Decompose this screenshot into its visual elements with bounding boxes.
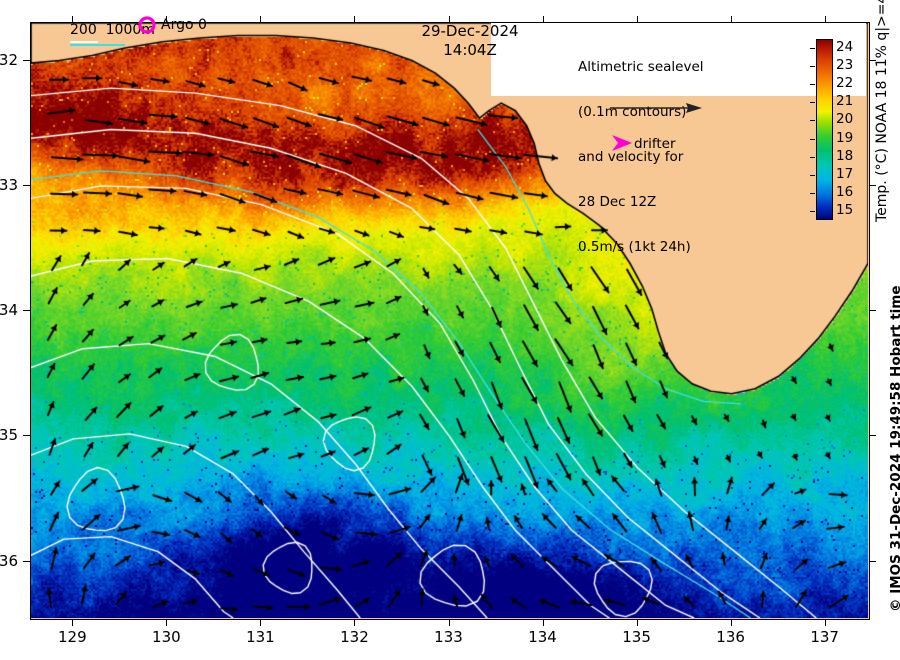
y-axis-tick-right: [869, 184, 876, 186]
colorbar-tick: [810, 138, 815, 140]
y-axis-tick-right: [869, 310, 876, 312]
y-axis-label: 36: [0, 551, 18, 570]
y-axis-label: 35: [0, 426, 18, 445]
colorbar-tick: [810, 84, 815, 86]
drifter-label: drifter: [634, 136, 676, 152]
x-axis-tick: [824, 619, 826, 626]
y-axis-tick: [23, 310, 30, 312]
y-axis-tick: [23, 435, 30, 437]
colorbar-tick: [810, 156, 815, 158]
isobath-1000-label: 1000m: [105, 22, 155, 38]
colorbar-tick: [810, 120, 815, 122]
contours-and-vectors-overlay: [31, 23, 868, 618]
date-label: 29-Dec-2024: [421, 22, 519, 40]
x-axis-tick: [542, 619, 544, 626]
x-axis-label: 132: [340, 628, 369, 646]
colorbar-tick: [810, 174, 815, 176]
colorbar-tick-label: 15: [836, 202, 854, 218]
copyright-label: © IMOS 31-Dec-2024 19:49:58 Hobart time: [888, 285, 900, 612]
x-axis-tick-top: [260, 16, 262, 23]
x-axis-label: 134: [528, 628, 557, 646]
y-axis-label: 32: [0, 50, 18, 69]
x-axis-tick-top: [448, 16, 450, 23]
annotation-line-4: 0.5m/s (1kt 24h): [578, 239, 691, 255]
y-axis-label: 34: [0, 301, 18, 320]
x-axis-tick-top: [166, 16, 168, 23]
x-axis-label: 135: [622, 628, 651, 646]
annotation-line-3: 28 Dec 12Z: [578, 194, 657, 210]
colorbar-tick: [810, 102, 815, 104]
temperature-colorbar[interactable]: [816, 39, 833, 220]
colorbar-tick-label: 21: [836, 93, 854, 110]
annotation-line-0: Altimetric sealevel: [578, 59, 704, 75]
x-axis-tick-top: [730, 16, 732, 23]
x-axis-tick: [636, 619, 638, 626]
y-axis-tick-right: [869, 435, 876, 437]
x-axis-tick-top: [542, 16, 544, 23]
colorbar-tick: [810, 192, 815, 194]
altimetry-annotation: Altimetric sealevel (0.1m contours) and …: [578, 30, 704, 285]
colorbar-tick-label: 24: [836, 39, 854, 55]
x-axis-tick: [448, 619, 450, 626]
colorbar-tick-label: 23: [836, 57, 854, 74]
map-frame[interactable]: [30, 22, 870, 620]
y-axis-tick-right: [869, 59, 876, 61]
colorbar-tick-label: 20: [836, 111, 854, 128]
annotation-line-2: and velocity for: [578, 149, 684, 165]
y-axis-label: 33: [0, 175, 18, 194]
time-label: 14:04Z: [443, 41, 497, 59]
colorbar-tick-label: 16: [836, 183, 854, 200]
y-axis-tick: [23, 560, 30, 562]
date-time-label: 29-Dec-2024 14:04Z: [370, 22, 570, 60]
y-axis-tick-right: [869, 560, 876, 562]
x-axis-tick: [260, 619, 262, 626]
x-axis-tick: [166, 619, 168, 626]
colorbar-tick: [810, 48, 815, 49]
isobath-200-line: [70, 41, 98, 43]
drifter-arrow-icon: [612, 135, 632, 151]
isobath-legend: 200 1000m: [70, 22, 155, 38]
isobath-200-label: 200: [70, 22, 97, 38]
colorbar-tick-label: 22: [836, 75, 854, 92]
x-axis-label: 137: [810, 628, 839, 646]
x-axis-tick-top: [72, 16, 74, 23]
colorbar-tick: [810, 211, 815, 212]
colorbar-tick-label: 17: [836, 165, 854, 182]
colorbar-tick-label: 19: [836, 129, 854, 146]
x-axis-tick-top: [354, 16, 356, 23]
x-axis-tick: [72, 619, 74, 626]
colorbar-title: Temp. (°C) NOAA 18 11% q|>=4: [874, 0, 890, 222]
x-axis-tick: [730, 619, 732, 626]
x-axis-label: 130: [152, 628, 181, 646]
x-axis-tick-top: [636, 16, 638, 23]
x-axis-label: 133: [434, 628, 463, 646]
x-axis-tick: [354, 619, 356, 626]
colorbar-tick: [810, 66, 815, 68]
colorbar-tick-label: 18: [836, 147, 854, 164]
x-axis-label: 131: [246, 628, 275, 646]
velocity-scale-arrow-icon: [610, 103, 702, 113]
y-axis-tick: [23, 59, 30, 61]
y-axis-tick: [23, 184, 30, 186]
x-axis-label: 136: [716, 628, 745, 646]
isobath-1000-line: [70, 44, 125, 46]
x-axis-label: 129: [57, 628, 87, 646]
argo-label: Argo 0: [161, 17, 207, 33]
argo-float-icon: [138, 16, 156, 34]
no-data-region: [490, 23, 867, 96]
x-axis-tick-top: [824, 16, 826, 23]
